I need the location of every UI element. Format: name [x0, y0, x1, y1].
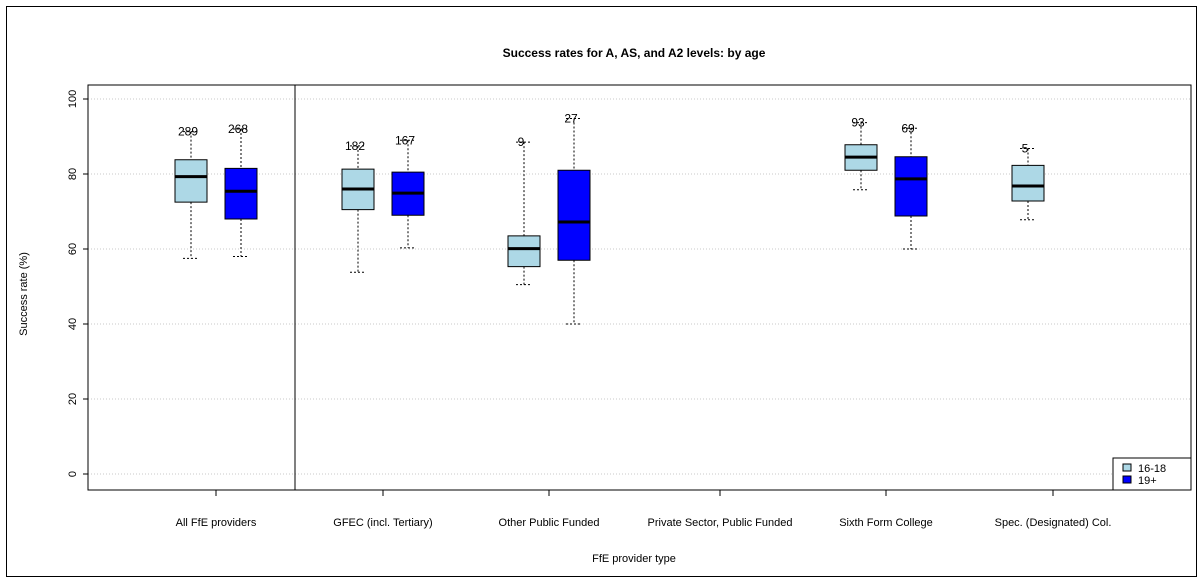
x-tick-label: Other Public Funded [499, 517, 600, 529]
box [894, 156, 928, 217]
box [224, 167, 258, 220]
box [557, 169, 591, 261]
x-tick-label: GFEC (incl. Tertiary) [333, 517, 432, 529]
boxplot-chart: Success rates for A, AS, and A2 levels: … [18, 46, 1192, 565]
count-label: 9 [518, 135, 525, 149]
count-label: 93 [851, 116, 865, 130]
x-tick-label: Sixth Form College [839, 517, 933, 529]
x-tick-label: All FfE providers [176, 517, 257, 529]
count-label: 167 [395, 133, 415, 147]
x-tick-label: Spec. (Designated) Col. [995, 517, 1112, 529]
y-tick-label: 0 [67, 471, 79, 477]
count-label: 182 [345, 139, 365, 153]
y-tick-label: 60 [67, 243, 79, 255]
count-label: 5 [1022, 142, 1029, 156]
x-tick-label: Private Sector, Public Funded [648, 517, 793, 529]
y-tick-label: 20 [67, 393, 79, 405]
count-label: 69 [901, 121, 915, 135]
legend-label: 16-18 [1138, 463, 1166, 475]
box [507, 235, 541, 268]
y-axis-label: Success rate (%) [18, 252, 30, 336]
count-label: 27 [564, 112, 578, 126]
plot-area [87, 84, 1192, 491]
count-label: 289 [178, 125, 198, 139]
legend-swatch [1122, 463, 1132, 472]
chart-frame: Success rates for A, AS, and A2 levels: … [6, 6, 1197, 577]
y-tick-label: 40 [67, 318, 79, 330]
x-axis-label: FfE provider type [592, 553, 676, 565]
y-tick-label: 100 [67, 90, 79, 108]
box [174, 159, 208, 203]
legend-swatch [1122, 475, 1132, 484]
box [1011, 164, 1045, 202]
count-label: 268 [228, 122, 248, 136]
legend-label: 19+ [1138, 475, 1157, 487]
y-tick-label: 80 [67, 168, 79, 180]
chart-title: Success rates for A, AS, and A2 levels: … [503, 46, 766, 60]
legend-box [1112, 457, 1192, 491]
